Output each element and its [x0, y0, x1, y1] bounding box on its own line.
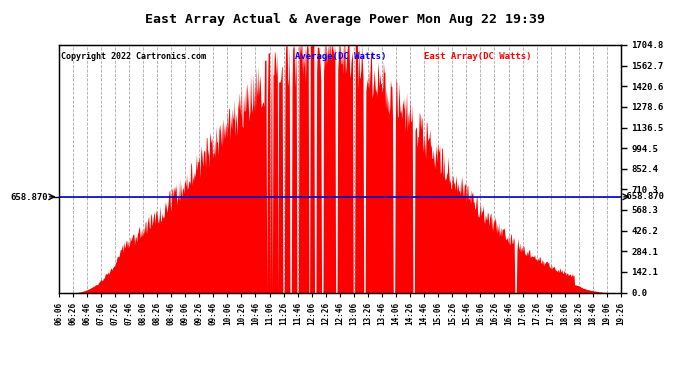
Text: Average(DC Watts): Average(DC Watts) — [295, 53, 386, 62]
Text: East Array Actual & Average Power Mon Aug 22 19:39: East Array Actual & Average Power Mon Au… — [145, 13, 545, 26]
Text: East Array(DC Watts): East Array(DC Watts) — [424, 53, 532, 62]
Text: 658.870: 658.870 — [621, 192, 664, 201]
Text: Copyright 2022 Cartronics.com: Copyright 2022 Cartronics.com — [61, 53, 206, 62]
